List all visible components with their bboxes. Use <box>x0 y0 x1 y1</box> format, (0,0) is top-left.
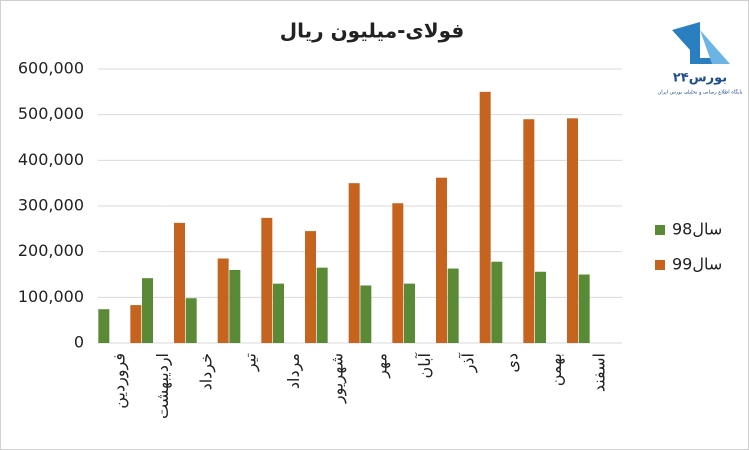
bar <box>174 222 185 343</box>
y-tick-label: 300,000 <box>18 196 84 215</box>
bar <box>273 283 284 343</box>
x-tick-label: اسفند <box>590 353 609 392</box>
bar <box>360 285 372 343</box>
bar <box>436 177 447 343</box>
bar <box>491 261 503 343</box>
bar <box>523 119 535 343</box>
logo-subtitle: پایگاه اطلاع رسانی و تحلیلی بورس ایران <box>658 89 743 96</box>
y-tick-label: 100,000 <box>18 287 84 306</box>
x-tick-label: مهر <box>371 353 391 379</box>
chart-title: فولای-میلیون ریال <box>280 19 465 43</box>
x-tick-label: آذر <box>459 351 479 373</box>
bar <box>261 217 273 343</box>
bar <box>578 274 590 343</box>
legend-swatch <box>655 260 665 270</box>
x-tick-label: اردیبهشت <box>153 353 173 419</box>
legend-swatch <box>655 225 665 235</box>
y-tick-label: 0 <box>74 333 84 352</box>
x-tick-label: آبان <box>415 351 434 378</box>
y-tick-label: 500,000 <box>18 104 84 123</box>
logo-mark <box>700 30 730 64</box>
x-tick-label: بهمن <box>546 353 566 386</box>
logo-text: بورس۲۴ <box>673 71 727 86</box>
legend-label: سال98 <box>672 220 722 239</box>
x-tick-label: مرداد <box>284 353 304 389</box>
legend-label: سال99 <box>672 255 722 274</box>
logo-mark <box>672 22 716 64</box>
x-tick-label: فروردین <box>109 353 129 409</box>
bar <box>567 118 578 343</box>
x-tick-label: تیر <box>240 353 260 372</box>
y-tick-label: 600,000 <box>18 59 84 78</box>
bar <box>447 268 459 343</box>
bar <box>316 267 328 343</box>
x-tick-label: خرداد <box>197 353 217 390</box>
bar <box>229 269 241 343</box>
logo: بورس۲۴ پایگاه اطلاع رسانی و تحلیلی بورس … <box>658 22 743 96</box>
bar <box>130 305 142 343</box>
bar <box>535 271 546 343</box>
bar <box>217 258 229 343</box>
x-tick-label: دی <box>502 353 521 373</box>
bar <box>392 203 404 343</box>
bar <box>348 183 360 343</box>
bar <box>142 278 153 343</box>
y-tick-label: 400,000 <box>18 150 84 169</box>
bar <box>479 91 491 343</box>
bar <box>185 298 197 343</box>
bar <box>98 309 110 343</box>
bar <box>305 231 316 343</box>
y-tick-label: 200,000 <box>18 241 84 260</box>
x-tick-label: شهریور <box>328 353 348 404</box>
bar <box>404 283 415 343</box>
